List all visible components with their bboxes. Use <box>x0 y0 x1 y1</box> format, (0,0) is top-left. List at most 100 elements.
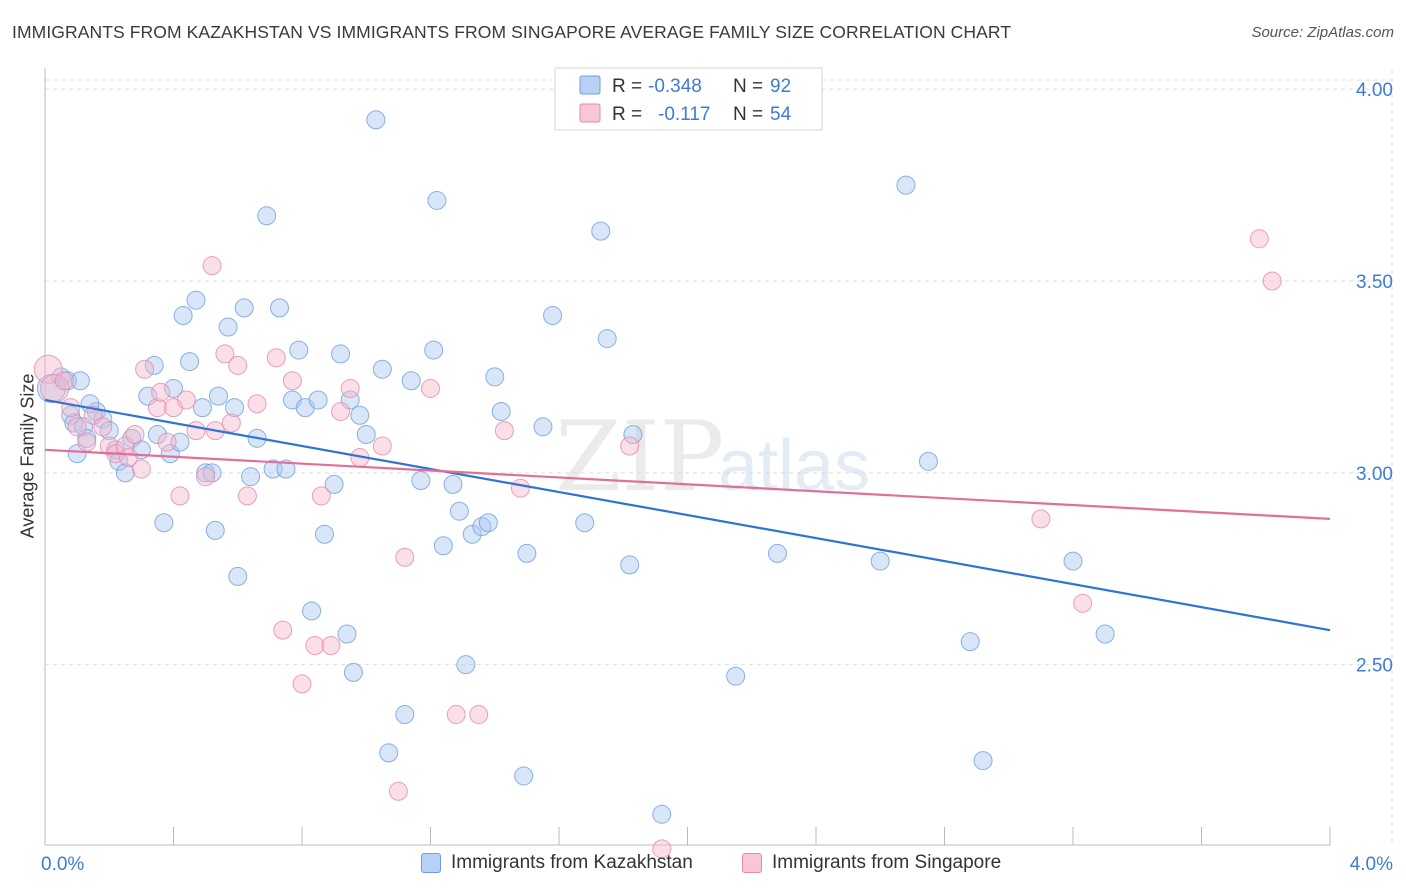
singapore-point <box>388 781 408 801</box>
watermark-zip: ZIP <box>555 401 724 513</box>
stats-n-value-1: 92 <box>770 76 791 97</box>
kazakhstan-point <box>208 386 228 406</box>
kazakhstan-point <box>960 632 980 652</box>
singapore-point <box>620 436 640 456</box>
kazakhstan-point <box>401 371 421 391</box>
singapore-point <box>469 705 489 725</box>
singapore-point <box>135 359 155 379</box>
legend-swatch-singapore <box>742 853 762 873</box>
kazakhstan-point <box>591 221 611 241</box>
kazakhstan-point <box>575 513 595 533</box>
singapore-point <box>652 839 672 859</box>
kazakhstan-point <box>314 524 334 544</box>
kazakhstan-point <box>289 340 309 360</box>
stats-legend-swatch-singapore <box>579 103 601 123</box>
kazakhstan-point <box>164 378 183 398</box>
stats-n-label-1: N = <box>733 76 763 97</box>
singapore-point <box>1249 229 1269 249</box>
kazakhstan-point <box>870 551 890 571</box>
singapore-point <box>202 256 222 276</box>
kazakhstan-point <box>356 424 376 444</box>
x-tick-label: 0.0% <box>41 854 84 875</box>
kazakhstan-point <box>449 501 469 521</box>
y-tick-label: 3.50 <box>1356 272 1393 293</box>
kazakhstan-point <box>973 751 993 771</box>
stats-n-label-2: N = <box>733 104 763 125</box>
kazakhstan-point <box>379 743 399 763</box>
chart-title: IMMIGRANTS FROM KAZAKHSTAN VS IMMIGRANTS… <box>12 22 1012 42</box>
bottom-legend: Immigrants from Kazakhstan Immigrants fr… <box>0 852 1406 878</box>
x-tick-label: 4.0% <box>1350 854 1393 875</box>
legend-label-kazakhstan: Immigrants from Kazakhstan <box>451 852 693 873</box>
kazakhstan-point <box>218 317 238 337</box>
kazakhstan-point <box>443 474 463 494</box>
kazakhstan-point <box>180 352 200 372</box>
kazakhstan-point <box>427 190 447 210</box>
kazakhstan-point <box>343 662 363 682</box>
singapore-point <box>266 348 286 368</box>
singapore-point <box>311 486 331 506</box>
singapore-point <box>67 417 87 437</box>
singapore-point <box>372 436 392 456</box>
singapore-point <box>119 448 139 467</box>
kazakhstan-point <box>173 306 193 326</box>
singapore-point <box>237 486 257 506</box>
kazakhstan-point <box>186 290 206 310</box>
stats-r-label-2: R = <box>612 104 642 125</box>
kazakhstan-point <box>433 536 453 556</box>
stats-n-value-2: 54 <box>770 104 792 125</box>
singapore-point <box>131 459 151 479</box>
singapore-point <box>1031 509 1051 529</box>
kazakhstan-point <box>366 110 386 130</box>
singapore-point <box>196 467 216 487</box>
singapore-point <box>77 432 97 452</box>
legend-swatch-kazakhstan <box>421 853 441 873</box>
singapore-point <box>421 378 440 398</box>
singapore-point <box>292 674 312 694</box>
kazakhstan-point <box>276 459 296 479</box>
kazakhstan-point <box>270 298 290 318</box>
singapore-point <box>215 344 235 364</box>
singapore-point <box>282 371 302 391</box>
singapore-point <box>331 401 351 421</box>
kazakhstan-point <box>337 624 357 644</box>
kazakhstan-point <box>308 390 328 410</box>
singapore-point <box>157 432 177 452</box>
kazakhstan-point <box>257 206 277 226</box>
source-credit: Source: ZipAtlas.com <box>1251 24 1394 41</box>
kazakhstan-point <box>485 367 505 387</box>
singapore-point <box>305 635 325 655</box>
kazakhstan-point <box>234 298 254 318</box>
kazakhstan-point <box>302 601 322 621</box>
tick-labels: 2.50 3.00 3.50 4.00 0.0% 4.0% <box>41 80 1393 875</box>
stats-r-label-1: R = <box>612 76 642 97</box>
kazakhstan-point <box>61 405 81 425</box>
kazakhstan-point <box>597 329 617 349</box>
singapore-point <box>273 620 293 640</box>
kazakhstan-point <box>241 467 261 487</box>
kazakhstan-point <box>726 666 746 686</box>
singapore-point <box>99 436 119 456</box>
singapore-point <box>54 371 74 391</box>
kazakhstan-point <box>623 424 643 444</box>
axes <box>44 68 1331 846</box>
singapore-point <box>247 394 267 414</box>
gridlines <box>45 70 1393 845</box>
singapore-point <box>221 413 241 433</box>
kazakhstan-point <box>514 766 534 786</box>
kazakhstan-point <box>456 655 476 675</box>
kazakhstan-point <box>896 175 916 195</box>
singapore-point <box>125 424 145 444</box>
kazakhstan-point <box>767 543 787 563</box>
legend-item-singapore: Immigrants from Singapore <box>742 852 1001 874</box>
kazakhstan-point <box>652 804 672 824</box>
singapore-point <box>395 547 415 567</box>
legend-item-kazakhstan: Immigrants from Kazakhstan <box>421 852 693 874</box>
kazakhstan-point <box>462 524 482 544</box>
kazakhstan-point <box>225 398 245 418</box>
singapore-point <box>151 382 171 402</box>
singapore-point <box>93 417 113 437</box>
y-tick-label: 3.00 <box>1356 464 1393 485</box>
kazakhstan-point <box>144 355 164 375</box>
